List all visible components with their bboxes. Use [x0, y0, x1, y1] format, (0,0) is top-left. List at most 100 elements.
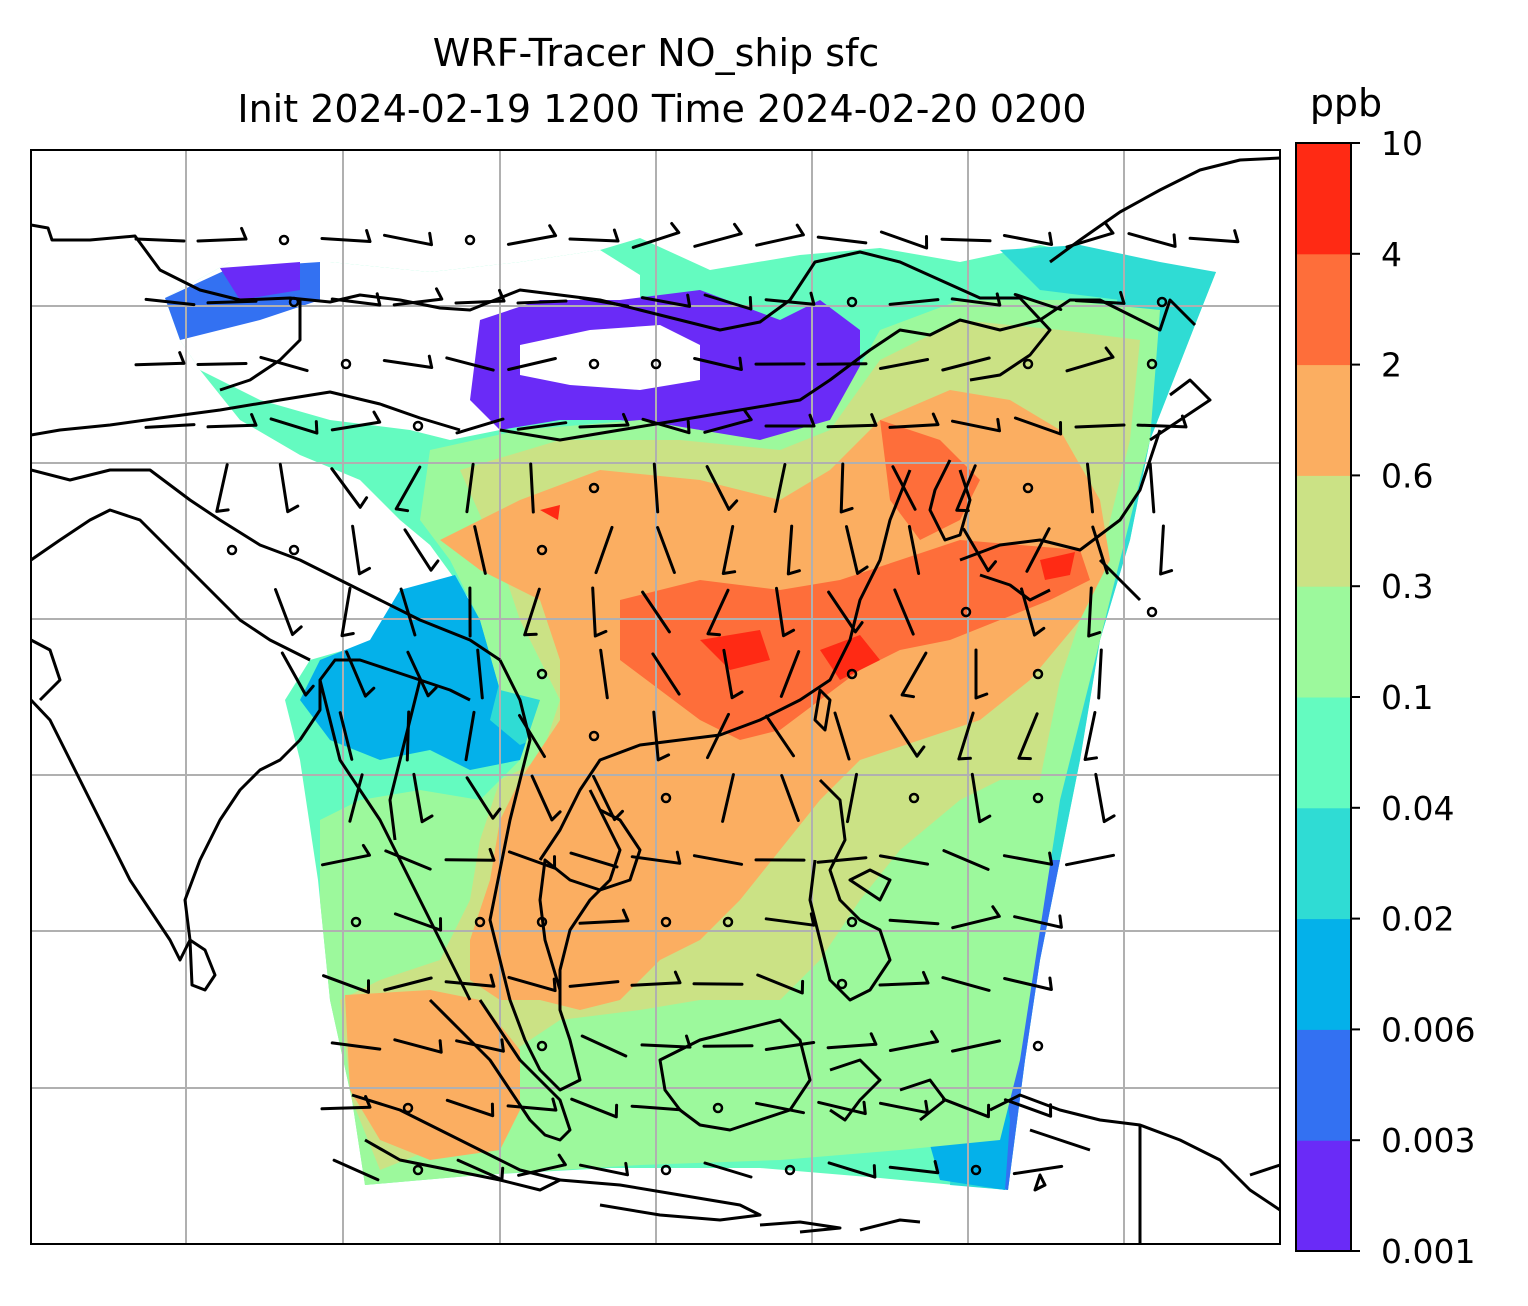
wind-barb — [721, 773, 735, 823]
field-northwest-purple — [220, 262, 300, 300]
wind-barb — [516, 421, 568, 431]
wind-barb — [826, 413, 878, 429]
wind-calm-marker — [1146, 606, 1158, 618]
wind-barb — [444, 847, 496, 862]
wind-barb — [641, 417, 691, 435]
colorbar-block — [1296, 1140, 1351, 1252]
field-northeast-blue — [1000, 245, 1216, 310]
wind-barb — [393, 1038, 443, 1054]
wind-barb — [568, 228, 620, 243]
wind-barb — [274, 588, 303, 636]
wind-barb — [1148, 462, 1156, 514]
wind-calm-marker — [722, 916, 734, 928]
wind-barb — [950, 292, 1002, 307]
wind-barb — [517, 1153, 567, 1177]
wind-calm-marker — [1022, 358, 1034, 370]
wind-barb — [454, 288, 506, 305]
wind-barb — [507, 850, 557, 870]
wind-barb — [1012, 1164, 1064, 1176]
colorbar-tick-label: 0.02 — [1381, 900, 1454, 939]
wind-barb — [846, 772, 858, 824]
colorbar: 0.001 0.003 0.006 0.02 0.04 0.1 0.3 0.6 2 4 10 ppb — [1295, 81, 1475, 1271]
wind-barb — [578, 296, 630, 308]
wind-barb — [383, 976, 433, 992]
wind-barb — [594, 525, 614, 575]
wind-barb — [206, 299, 258, 305]
wind-barb — [330, 467, 369, 509]
wind-barb — [464, 710, 476, 762]
wind-barb — [755, 223, 805, 247]
colorbar-block — [1296, 697, 1351, 809]
colorbar-tick-label: 0.006 — [1381, 1010, 1475, 1049]
wind-barb — [134, 351, 186, 367]
wind-barb — [518, 714, 546, 758]
wind-barb — [393, 912, 443, 932]
wind-barb — [330, 1041, 382, 1051]
wind-barb — [321, 843, 371, 867]
wind-calm-marker — [846, 668, 858, 680]
wind-barb — [599, 648, 609, 700]
wind-barb — [640, 1034, 692, 1049]
wind-barb — [507, 357, 557, 371]
wind-barb — [839, 462, 854, 514]
wind-barb — [322, 974, 370, 994]
wind-barb — [827, 1161, 877, 1179]
wind-barb — [891, 465, 917, 511]
wind-barb — [579, 1161, 629, 1177]
wind-barb — [764, 912, 816, 927]
wind-barb — [465, 462, 475, 514]
wind-barb — [1065, 222, 1115, 249]
wind-barb — [529, 462, 535, 514]
wind-barb — [455, 417, 505, 435]
wind-barb — [845, 525, 869, 575]
wind-barb — [764, 291, 816, 306]
wind-barb — [651, 652, 681, 696]
wind-barb — [1159, 524, 1174, 576]
wind-barb — [476, 648, 484, 700]
wind-barb — [656, 526, 676, 574]
wind-barb — [568, 980, 620, 988]
colorbar-block — [1296, 586, 1351, 698]
wind-barb — [1136, 414, 1188, 429]
wind-barb — [706, 588, 730, 637]
wind-calm-marker — [1032, 792, 1044, 804]
wind-barb — [705, 465, 739, 511]
wind-barb — [706, 712, 730, 760]
wind-barb — [1065, 346, 1115, 373]
wind-calm-marker — [660, 1164, 672, 1176]
wind-barb — [955, 464, 977, 513]
wind-barb — [399, 587, 417, 637]
wind-barb — [507, 975, 557, 993]
wind-barb — [456, 1158, 505, 1182]
wind-calm-marker — [1032, 1040, 1044, 1052]
wind-barb — [384, 849, 432, 871]
wind-barb — [278, 462, 300, 514]
wind-barb — [1013, 416, 1063, 436]
wind-calm-marker — [836, 978, 848, 990]
wind-barb — [764, 413, 816, 428]
field-orange-southwest — [345, 990, 520, 1160]
wind-calm-marker — [712, 1102, 724, 1114]
wind-barb — [1013, 914, 1063, 929]
wind-calm-marker — [340, 358, 352, 370]
wind-barb — [591, 586, 608, 638]
wind-barb — [340, 586, 355, 638]
colorbar-block — [1296, 364, 1351, 476]
wind-barb — [951, 417, 1001, 433]
wind-barb — [957, 711, 975, 761]
wind-barb — [693, 222, 743, 248]
wind-calm-marker — [660, 792, 672, 804]
wind-barb — [900, 651, 928, 699]
colorbar-block — [1296, 143, 1351, 255]
wind-barb — [1017, 712, 1039, 761]
wind-barb — [134, 237, 186, 243]
wind-barb — [1025, 527, 1051, 573]
wind-barb — [652, 462, 660, 514]
colorbar-unit: ppb — [1310, 81, 1382, 125]
wind-calm-marker — [536, 668, 548, 680]
wind-barb — [578, 908, 630, 925]
wind-barb — [631, 222, 681, 249]
wind-barb — [755, 1101, 805, 1115]
colorbar-tick-label: 2 — [1381, 346, 1402, 385]
